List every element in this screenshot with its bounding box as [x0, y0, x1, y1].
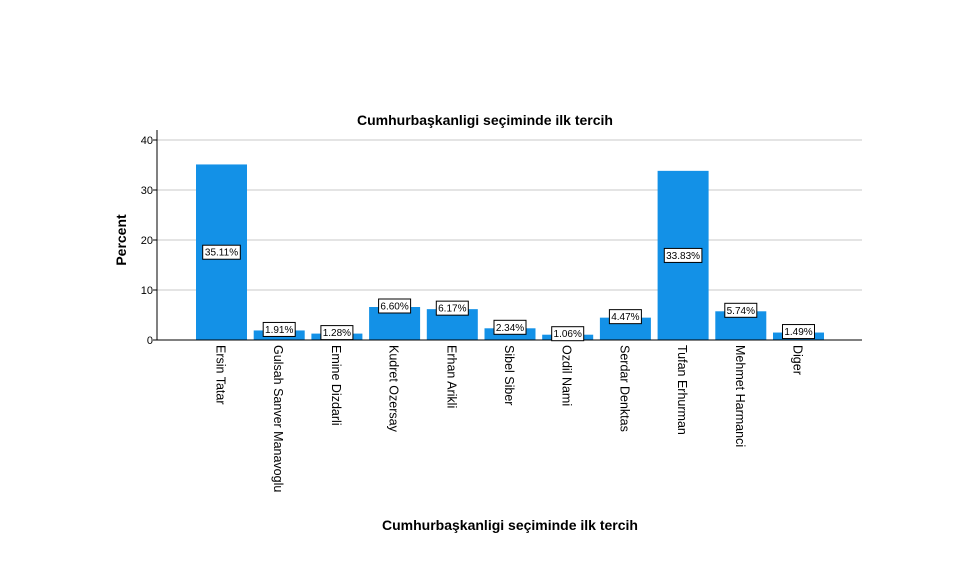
data-label: 6.17% — [438, 304, 466, 315]
y-tick-label: 20 — [141, 235, 153, 247]
data-label-box — [493, 319, 527, 335]
data-label-box — [782, 324, 815, 340]
data-labels: Ersin Tatar Gulsah Sanver Manavoglu Emine … — [202, 244, 815, 492]
y-tick-label: 10 — [141, 285, 153, 297]
data-label: 5.74% — [727, 306, 755, 317]
x-tick-label: Erhan Arikli — [444, 345, 458, 408]
data-label-box — [378, 298, 412, 314]
x-tick-label: Serdar Denktas — [617, 345, 631, 432]
x-tick-label: Ozdil Nami — [560, 345, 574, 406]
data-label: 2.34% — [496, 323, 524, 334]
data-label-box — [663, 247, 703, 263]
x-tick-label: Kudret Ozersay — [387, 345, 401, 433]
data-label: 1.06% — [554, 329, 582, 340]
y-tick-label: 0 — [147, 335, 153, 347]
data-label: 6.60% — [380, 302, 408, 313]
data-label-box — [320, 325, 354, 341]
data-label: 1.91% — [265, 325, 293, 336]
x-tick-label: Diger — [791, 345, 805, 375]
x-tick-label: Sibel Siber — [502, 345, 516, 405]
x-tick-label: Tufan Erhurman — [675, 345, 689, 435]
y-tick-label: 30 — [141, 185, 153, 197]
x-tick-label: Gulsah Sanver Manavoglu — [271, 345, 285, 492]
y-axis-title: Percent — [113, 214, 129, 266]
data-label: 35.11% — [205, 248, 238, 259]
data-label-box — [724, 302, 758, 318]
data-label-box — [551, 326, 585, 342]
x-axis-title: Cumhurbaşkanligi seçiminde ilk tercih — [382, 517, 638, 533]
data-label-box — [202, 244, 241, 260]
data-label: 1.28% — [323, 328, 351, 339]
axes: 0 10 20 30 40 — [141, 130, 862, 347]
x-tick-label: Ersin Tatar — [214, 345, 228, 405]
data-label: 33.83% — [666, 251, 700, 262]
data-label-box — [262, 321, 296, 337]
data-label-box — [608, 309, 642, 325]
chart-title: Cumhurbaşkanligi seçiminde ilk tercih — [357, 112, 613, 128]
gridlines — [157, 139, 862, 291]
y-tick-label: 40 — [141, 135, 153, 147]
data-label: 4.47% — [611, 312, 639, 323]
data-label: 1.49% — [784, 327, 812, 338]
data-label-box — [435, 300, 469, 316]
x-tick-label: Mehmet Harmanci — [733, 345, 747, 447]
x-tick-label: Emine Dizdarli — [329, 345, 343, 426]
